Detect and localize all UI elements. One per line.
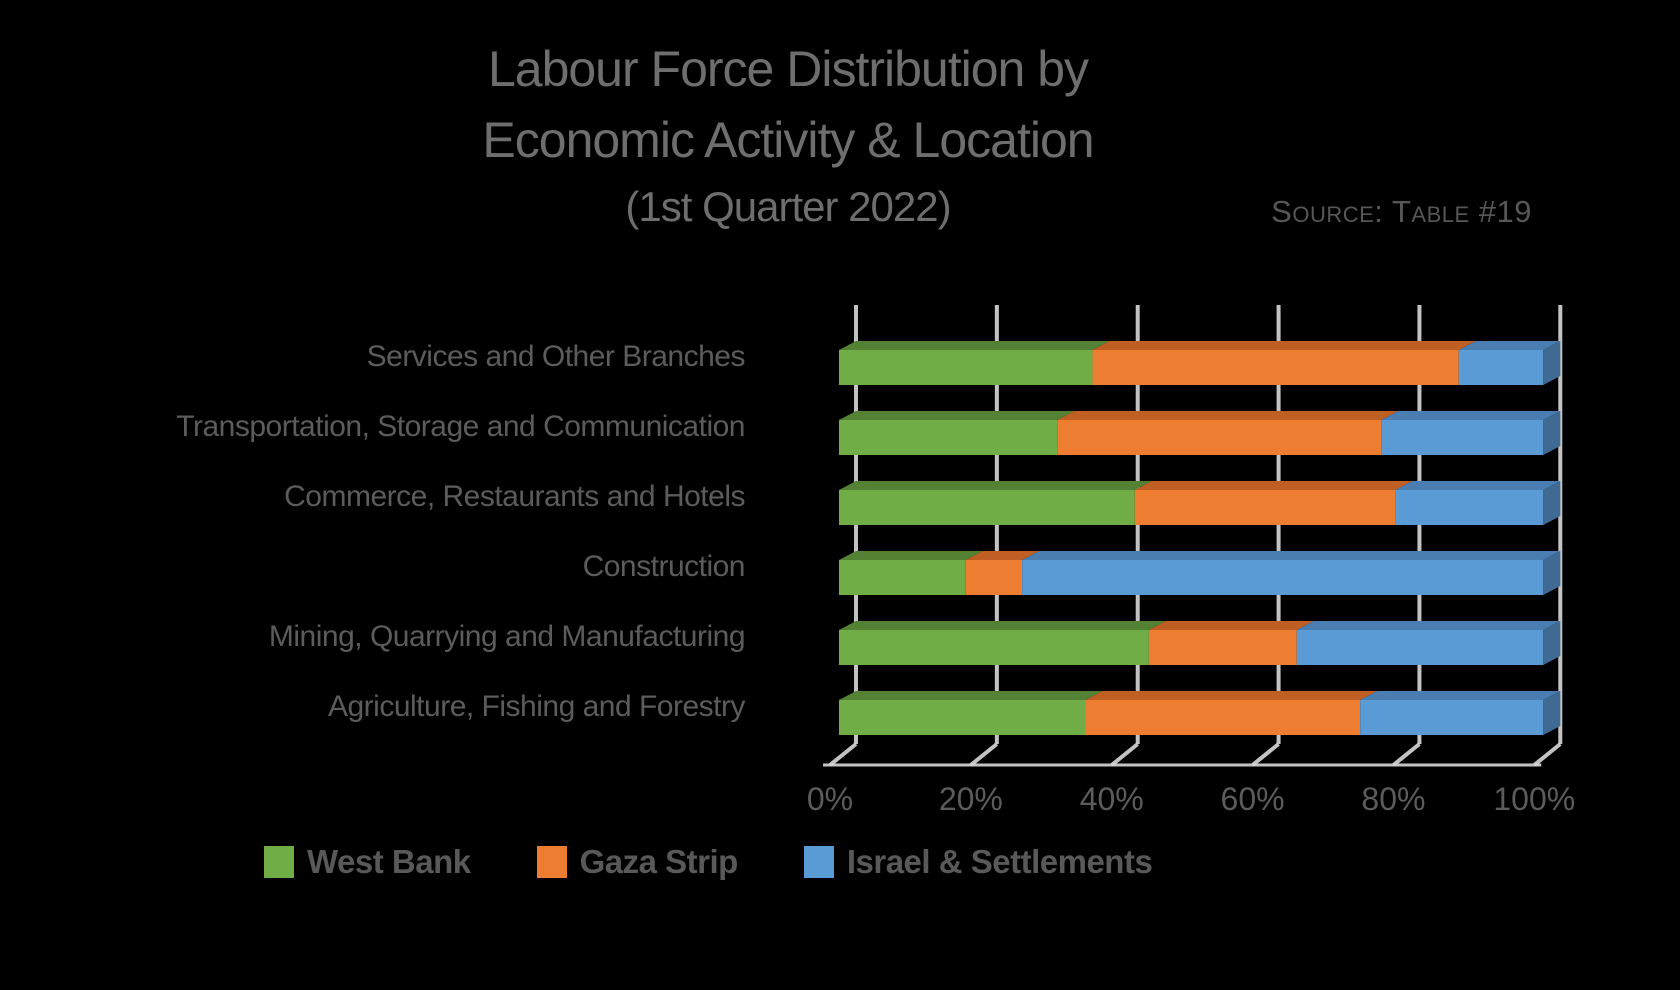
- legend-label-israel-settlements: Israel & Settlements: [846, 843, 1153, 880]
- bar-segment-gaza-strip: [965, 560, 1023, 595]
- bar-segment-israel-settlements-end: [1543, 691, 1561, 735]
- bar-segment-gaza-strip: [1085, 700, 1361, 735]
- x-axis-label-0: 0%: [806, 781, 854, 817]
- source-note: Source: Table #19: [1271, 194, 1532, 229]
- bar-segment-west-bank: [839, 350, 1093, 385]
- x-axis-label-80: 80%: [1361, 781, 1426, 817]
- bar-segment-gaza-strip: [1134, 490, 1396, 525]
- category-label-mining-quarrying-and-manufacturing: Mining, Quarrying and Manufacturing: [268, 620, 746, 653]
- bar-segment-israel-settlements-end: [1543, 411, 1561, 455]
- legend-swatch-west-bank-icon: [264, 846, 294, 878]
- bar-segment-israel-settlements-top: [1022, 551, 1561, 560]
- bar-segment-gaza-strip: [1148, 630, 1297, 665]
- x-axis-label-20: 20%: [938, 781, 1003, 817]
- category-label-transportation-storage-and-communication: Transportation, Storage and Communicatio…: [176, 410, 745, 443]
- bar-segment-west-bank: [839, 420, 1058, 455]
- bar-segment-israel-settlements-end: [1543, 481, 1561, 525]
- legend-label-gaza-strip: Gaza Strip: [579, 843, 739, 880]
- bar-segment-israel-settlements: [1458, 350, 1544, 385]
- category-label-commerce-restaurants-and-hotels: Commerce, Restaurants and Hotels: [284, 480, 745, 513]
- bar-segment-israel-settlements: [1381, 420, 1544, 455]
- bar-segment-israel-settlements-end: [1543, 341, 1561, 385]
- bar-segment-israel-settlements-end: [1543, 551, 1561, 595]
- title-line-1: Labour Force Distribution by: [487, 41, 1089, 97]
- title-line-3: (1st Quarter 2022): [625, 183, 951, 230]
- x-axis-label-100: 100%: [1493, 781, 1576, 817]
- chart-title: Labour Force Distribution by Economic Ac…: [0, 34, 1576, 238]
- category-label-services-and-other-branches: Services and Other Branches: [366, 340, 746, 373]
- bar-segment-israel-settlements-end: [1543, 621, 1561, 665]
- bar-segment-west-bank: [839, 560, 966, 595]
- bar-segment-gaza-strip-top: [1057, 411, 1399, 420]
- axis-tick: [1392, 742, 1421, 767]
- legend-item-israel-settlements: Israel & Settlements: [803, 843, 1153, 881]
- bar-segment-israel-settlements-top: [1458, 341, 1561, 350]
- bar-segment-gaza-strip: [1057, 420, 1382, 455]
- bar-segment-gaza-strip: [1092, 350, 1459, 385]
- category-label-agriculture-fishing-and-forestry: Agriculture, Fishing and Forestry: [327, 690, 746, 723]
- axis-tick: [969, 742, 999, 767]
- bar-segment-gaza-strip-top: [965, 551, 1040, 560]
- bar-segment-israel-settlements-top: [1296, 621, 1561, 630]
- bar-segment-israel-settlements: [1395, 490, 1544, 525]
- bar-segment-west-bank: [839, 490, 1135, 525]
- axis-tick: [1533, 742, 1562, 767]
- bar-segment-israel-settlements-top: [1381, 411, 1561, 420]
- bar-segment-west-bank-top: [839, 621, 1166, 630]
- axis-tick: [828, 742, 858, 767]
- axis-tick: [1251, 742, 1280, 767]
- bar-segment-gaza-strip-top: [1085, 691, 1378, 700]
- bar-segment-gaza-strip-top: [1148, 621, 1314, 630]
- title-line-2: Economic Activity & Location: [482, 112, 1094, 168]
- bar-segment-israel-settlements: [1296, 630, 1544, 665]
- axis-tick: [1110, 742, 1139, 767]
- bar-segment-west-bank: [839, 700, 1086, 735]
- bar-segment-israel-settlements: [1360, 700, 1544, 735]
- legend-label-west-bank: West Bank: [307, 843, 471, 880]
- bar-segment-israel-settlements: [1022, 560, 1544, 595]
- legend-item-gaza-strip: Gaza Strip: [536, 843, 739, 881]
- bar-segment-west-bank: [839, 630, 1149, 665]
- bar-segment-west-bank-top: [839, 551, 983, 560]
- bar-segment-israel-settlements-top: [1395, 481, 1561, 490]
- bar-segment-west-bank-top: [839, 341, 1110, 350]
- category-label-construction: Construction: [582, 550, 746, 583]
- x-axis-label-40: 40%: [1079, 781, 1144, 817]
- x-axis-label-60: 60%: [1220, 781, 1285, 817]
- chart-legend: West Bank Gaza Strip Israel & Settlement…: [264, 843, 1153, 881]
- bar-segment-gaza-strip-top: [1092, 341, 1476, 350]
- bar-segment-west-bank-top: [839, 411, 1075, 420]
- legend-swatch-israel-settlements-icon: [803, 846, 834, 878]
- bar-segment-gaza-strip-top: [1134, 481, 1413, 490]
- bar-segment-west-bank-top: [839, 481, 1152, 490]
- legend-item-west-bank: West Bank: [264, 843, 471, 881]
- bar-segment-west-bank-top: [839, 691, 1103, 700]
- legend-swatch-gaza-strip-icon: [536, 846, 567, 878]
- bar-segment-israel-settlements-top: [1360, 691, 1561, 700]
